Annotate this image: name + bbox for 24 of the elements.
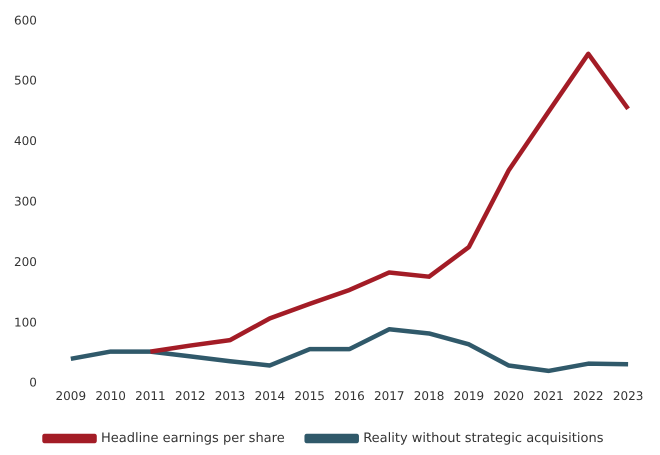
x-tick-label: 2009 — [56, 388, 86, 403]
x-tick-label: 2015 — [294, 388, 325, 403]
x-tick-label: 2022 — [573, 388, 604, 403]
y-tick-label: 400 — [14, 134, 37, 148]
x-tick-label: 2023 — [612, 388, 644, 403]
x-tick-label: 2017 — [374, 388, 405, 403]
x-tick-label: 2011 — [135, 388, 166, 403]
y-tick-label: 200 — [14, 254, 37, 269]
x-tick-label: 2014 — [254, 388, 286, 403]
x-tick-label: 2021 — [533, 388, 564, 403]
x-tick-label: 2012 — [174, 388, 206, 403]
legend-label: Reality without strategic acquisitions — [363, 430, 604, 446]
x-tick-label: 2016 — [334, 388, 365, 403]
y-tick-label: 300 — [14, 194, 37, 209]
x-tick-label: 2018 — [414, 388, 444, 403]
y-tick-label: 500 — [14, 74, 37, 88]
legend-label: Headline earnings per share — [101, 430, 285, 446]
y-tick-label: 100 — [14, 315, 37, 330]
x-tick-label: 2019 — [454, 388, 484, 403]
x-tick-label: 2020 — [493, 388, 524, 403]
y-tick-label: 600 — [14, 13, 37, 28]
x-tick-label: 2010 — [95, 388, 126, 403]
x-tick-label: 2013 — [214, 388, 246, 403]
y-tick-label: 0 — [29, 376, 37, 390]
